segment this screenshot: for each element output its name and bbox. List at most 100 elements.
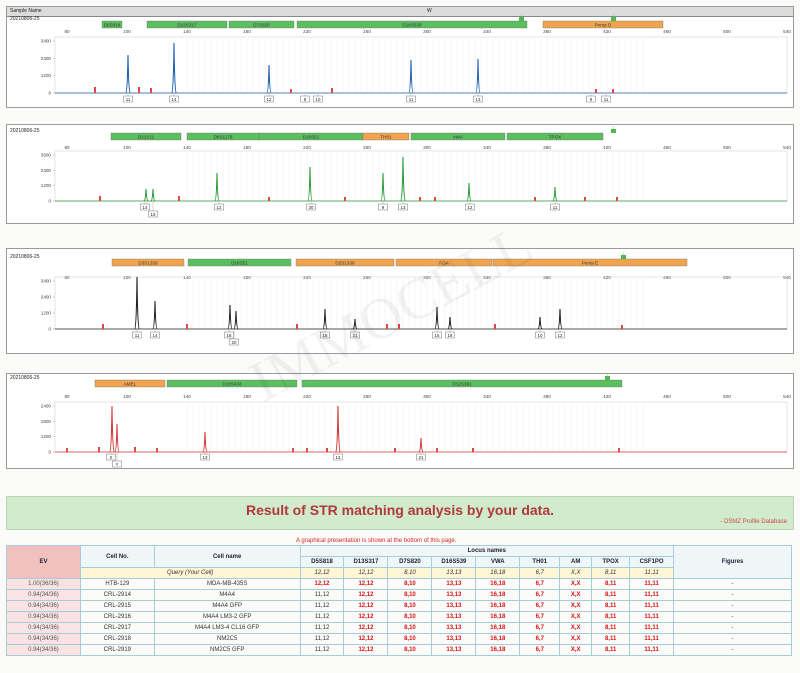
locus-bin-label: Penta D [595, 23, 612, 28]
query-value: 12,12 [343, 567, 389, 579]
table-row[interactable]: 0.94(34/36) CRL-2917 M4A4 LM3-4 CL16 GFP 11… [6, 622, 792, 634]
y-tick-label: 3400 [41, 39, 52, 44]
ev-value: 0.94(34/36) [6, 600, 81, 612]
source-database: DSMZ Profile Database [723, 519, 787, 525]
allele-call-label: 11 [126, 97, 131, 102]
locus-bin: D8S1179 [186, 132, 260, 141]
locus-bin-label: Penta E [582, 261, 598, 266]
size-tick-label: 340 [483, 145, 491, 150]
locus-value: 8,11 [591, 600, 631, 612]
allele-call-label: 21 [353, 333, 358, 338]
allele-peak [202, 431, 208, 453]
cell-number: CRL-2917 [79, 622, 155, 634]
run-date: 20210806-25 [10, 254, 40, 260]
locus-value: 11,12 [299, 633, 345, 645]
table-row[interactable]: 0.94(34/36) CRL-2918 NM2C5 11,12 12,12 8,10 13… [6, 633, 792, 645]
figure-link: - [673, 633, 792, 645]
y-tick-label: 2400 [41, 168, 52, 173]
locus-value: X,X [559, 633, 593, 645]
allele-peak [335, 405, 341, 453]
size-tick-label: 460 [663, 394, 671, 399]
locus-bin-label: D3S1358 [138, 261, 158, 266]
locus-bin: D19S433 [166, 379, 298, 388]
allele-call-label: 13 [476, 97, 481, 102]
allele-peak [214, 172, 220, 202]
size-tick-label: 420 [603, 275, 611, 280]
table-row[interactable]: 0.94(34/36) CRL-2919 NM2C5 GFP 11,12 12,12 8,… [6, 644, 792, 656]
size-tick-label: 80 [64, 145, 70, 150]
query-value: 8,11 [591, 567, 631, 579]
ev-value: 0.94(34/36) [6, 633, 81, 645]
locus-value: 8,10 [387, 611, 433, 623]
locus-bin-label: D21S11 [138, 135, 155, 140]
allele-peak [171, 42, 177, 94]
allele-call-label: X [110, 455, 113, 460]
locus-value: 11,12 [299, 622, 345, 634]
size-tick-label: 260 [363, 29, 371, 34]
allele-call-label: 10 [316, 97, 321, 102]
locus-value: 13,13 [431, 578, 477, 590]
query-row: Query (Your Cell) 12,12 12,12 8,10 13,13 16,… [7, 567, 792, 579]
ladder-peak [612, 89, 614, 93]
allele-peak [400, 156, 406, 202]
ladder-peak [434, 197, 436, 201]
allele-call: X [106, 453, 116, 461]
allele-call-label: 11 [409, 97, 414, 102]
ladder-peak [306, 448, 308, 452]
size-tick-label: 80 [64, 394, 70, 399]
bin-marker-label: 1 [521, 14, 523, 18]
locus-bin: D13S317 [146, 20, 228, 29]
locus-bin-label: D19S433 [222, 382, 242, 387]
locus-value: 16,18 [475, 600, 521, 612]
locus-value: 8,11 [591, 633, 631, 645]
locus-value: 16,18 [475, 622, 521, 634]
locus-value: 12,12 [299, 578, 345, 590]
table-row[interactable]: 0.94(34/36) CRL-2915 M4A4 GFP 11,12 12,12 8,1… [6, 600, 792, 612]
locus-bin-label: TPOX [549, 135, 562, 140]
figure-link: - [673, 644, 792, 656]
locus-value: X,X [559, 600, 593, 612]
allele-call-label: 12 [267, 97, 272, 102]
sample-header-bar: Sample Name W [7, 7, 793, 17]
size-tick-label: 300 [423, 145, 431, 150]
allele-call: 18 [320, 330, 330, 339]
allele-call: 18 [224, 330, 234, 339]
query-value: 16,18 [475, 567, 521, 579]
locus-bin: D5S818 [101, 20, 123, 29]
locus-bin: AMEL [94, 379, 166, 388]
locus-header: AM [559, 556, 593, 568]
size-tick-label: 380 [543, 29, 551, 34]
allele-call: 11 [550, 202, 560, 211]
locus-bin: D18S51 [187, 258, 292, 267]
y-tick-label: 2400 [41, 295, 52, 300]
locus-value: 16,18 [475, 611, 521, 623]
size-tick-label: 220 [303, 394, 311, 399]
allele-call-label: 12 [217, 205, 222, 210]
allele-call: 30 [306, 202, 316, 211]
allele-peak [134, 276, 140, 330]
locus-value: 8,11 [591, 644, 631, 656]
table-row[interactable]: 1.00(36/36) HTB-129 MDA-MB-435S 12,12 12,12 8… [6, 578, 792, 590]
cell-number: CRL-2918 [79, 633, 155, 645]
run-date: 20210806-25 [10, 375, 40, 381]
allele-call: 13 [398, 202, 408, 211]
size-tick-label: 260 [363, 275, 371, 280]
table-row[interactable]: 0.94(34/36) CRL-2916 M4A4 LM3-2 GFP 11,12 12… [6, 611, 792, 623]
locus-header: D7S820 [387, 556, 433, 568]
allele-peak [233, 310, 239, 330]
cell-number: CRL-2919 [79, 644, 155, 656]
ev-value: 0.94(34/36) [6, 622, 81, 634]
locus-bin-label: D5S818 [104, 23, 121, 28]
locus-value: 16,18 [475, 644, 521, 656]
size-tick-label: 140 [183, 29, 191, 34]
allele-call: 18 [445, 330, 455, 339]
ladder-peak [98, 447, 100, 452]
size-tick-label: 500 [723, 275, 731, 280]
ladder-peak [150, 88, 152, 93]
locus-value: 13,13 [431, 600, 477, 612]
ladder-peak [178, 196, 180, 201]
allele-call-label: 8 [304, 97, 307, 102]
allele-call-label: 12 [558, 333, 563, 338]
table-row[interactable]: 0.94(34/36) CRL-2914 M4A4 11,12 12,12 8,10 13,… [6, 589, 792, 601]
